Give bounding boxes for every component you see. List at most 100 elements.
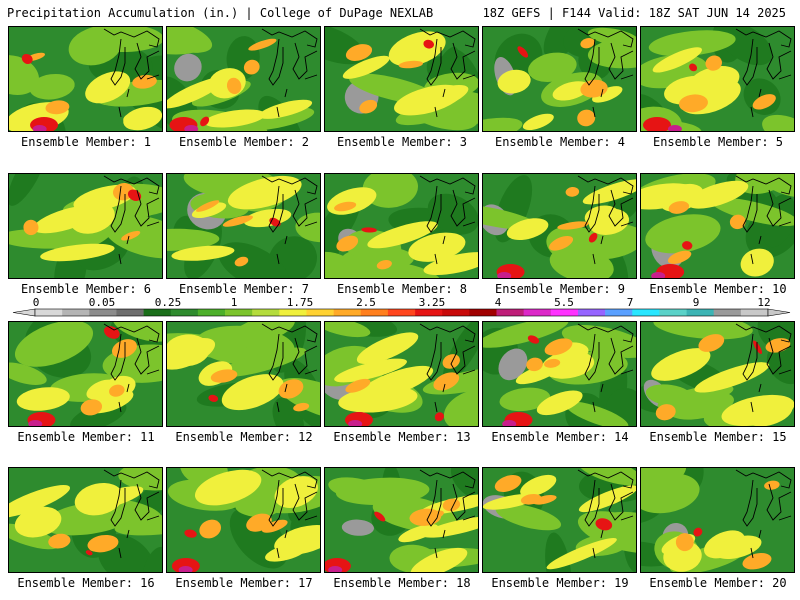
coastline-outline [735,469,792,559]
precip-patch [342,55,390,79]
colorbar-swatch [469,309,497,316]
precip-patch [682,241,693,250]
precip-patch [9,485,70,518]
colorbar-swatch [387,309,416,316]
member-caption: Ensemble Member: 19 [491,576,629,590]
precip-field [9,27,162,131]
precip-patch [552,81,590,101]
precip-patch [752,94,776,110]
coastline-outline [103,323,160,413]
precip-field [483,322,636,426]
precip-patch [118,468,162,491]
precip-patch [442,354,460,369]
precip-patch [742,553,772,570]
precip-patch [589,511,636,538]
precip-patch [410,547,468,572]
precip-patch [221,374,284,411]
precip-patch [580,38,595,49]
precip-patch [584,205,620,228]
precip-patch [753,340,763,355]
precip-patch [678,94,708,113]
precip-patch [85,550,93,556]
precip-patch [694,362,770,393]
precip-patch [498,348,528,381]
precip-patch [705,55,722,71]
precip-patch [218,242,289,278]
member-map-6 [8,173,163,279]
precip-patch [545,532,572,572]
precip-patch [754,174,794,198]
precip-patch [689,63,698,72]
precip-patch [565,187,580,197]
colorbar-swatch [89,309,117,316]
precip-patch [587,27,636,47]
member-caption: Ensemble Member: 6 [20,282,152,296]
member-map-18 [324,467,479,573]
precip-patch [204,109,266,128]
precip-field [483,27,636,131]
precip-patch [112,322,162,342]
precip-patch [483,322,569,348]
precip-patch [423,252,478,276]
precip-patch [9,362,47,385]
colorbar-tick-label: 7 [626,296,634,309]
coastline-outline [261,323,318,413]
precip-patch [532,495,557,505]
precip-patch [667,125,682,131]
precip-patch [9,55,39,95]
precip-patch [588,232,598,243]
precip-field [641,468,794,572]
colorbar-min-arrow [12,308,36,317]
precip-patch [334,201,357,212]
precip-patch [184,125,199,131]
precip-patch [450,468,478,503]
colorbar-swatch [279,309,307,316]
precip-patch [171,245,235,261]
precip-field [325,322,478,426]
precip-patch [526,357,543,372]
precip-patch [40,243,115,262]
member-map-19 [482,467,637,573]
member-caption: Ensemble Member: 3 [336,135,468,149]
precip-patch [495,503,562,531]
precip-field [9,468,162,572]
member-caption: Ensemble Member: 12 [175,430,313,444]
colorbar-swatch [686,309,715,316]
precip-patch [520,474,557,497]
precip-patch [21,53,33,65]
precip-patch [675,533,694,552]
precip-patch [515,363,561,385]
colorbar-tick-label: 0.05 [88,296,116,309]
precip-patch [651,348,711,381]
member-map-10 [640,173,795,279]
precip-patch [142,546,162,572]
colorbar-tick-label: 12 [757,296,771,309]
precip-patch [667,250,692,264]
colorbar-tick-label: 4 [494,296,502,309]
precip-patch [655,404,676,421]
precip-patch [422,516,478,538]
precip-patch [48,533,71,549]
precip-patch [104,214,162,259]
precip-patch [89,543,107,552]
coastline-outline [103,28,160,118]
precip-patch [645,384,695,407]
precip-patch [527,335,540,344]
member-map-2 [166,26,321,132]
coastline-outline [735,323,792,413]
precip-patch [561,325,636,358]
colorbar-swatch [360,309,389,316]
colorbar-max-arrow [767,308,791,317]
precip-patch [546,537,617,570]
precip-patch [199,519,222,539]
coastline-outline [577,28,634,118]
precip-patch [522,113,554,131]
member-map-9 [482,173,637,279]
precip-patch [497,272,512,278]
precip-patch [345,378,371,393]
member-caption: Ensemble Member: 10 [649,282,787,296]
precip-patch [336,235,359,252]
precip-patch [226,77,242,95]
precip-patch [653,322,753,340]
precip-patch [121,230,141,241]
